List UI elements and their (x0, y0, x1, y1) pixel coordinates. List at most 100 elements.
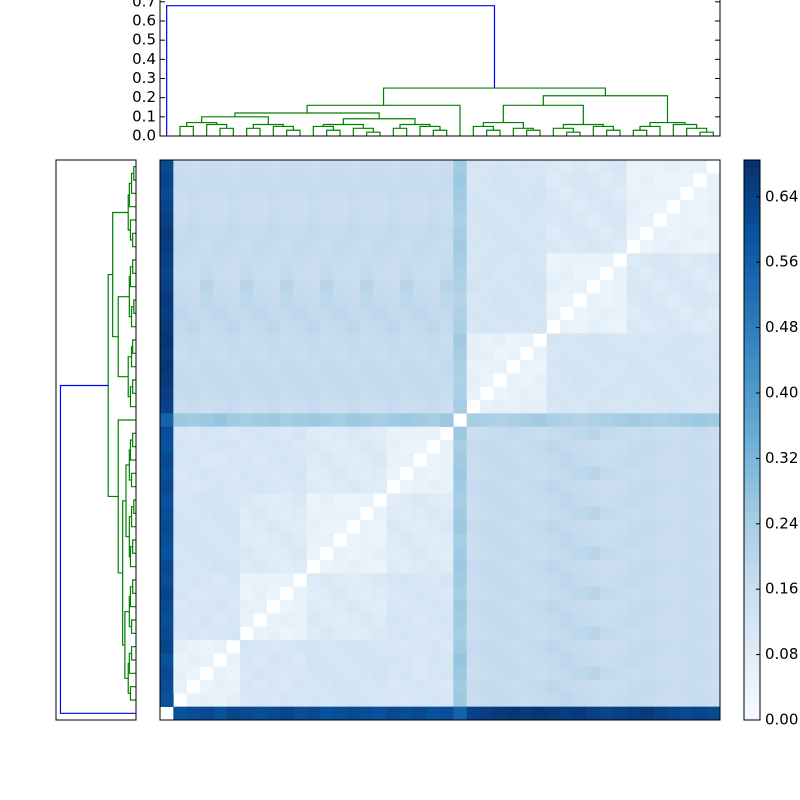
heatmap-cell (666, 333, 681, 347)
heatmap-cell (560, 653, 574, 667)
heatmap-cell (186, 213, 201, 227)
heatmap-cell (653, 520, 667, 534)
heatmap-cell (640, 426, 654, 441)
heatmap-cell (266, 386, 281, 401)
heatmap-cell (373, 640, 387, 654)
heatmap-cell (373, 360, 387, 374)
heatmap-cell (640, 653, 654, 667)
heatmap-cell (466, 333, 481, 347)
heatmap-cell (306, 653, 321, 667)
y-tick-label: 0.0 (132, 127, 156, 145)
heatmap-cell (666, 213, 681, 227)
heatmap-cell (653, 160, 667, 174)
dendrogram-link (112, 211, 129, 338)
heatmap-cell (440, 413, 454, 427)
heatmap-cell (466, 280, 481, 294)
heatmap-cell (533, 506, 547, 521)
heatmap-cell (213, 173, 227, 187)
heatmap-cell (186, 173, 201, 187)
heatmap-cell (386, 400, 401, 414)
heatmap-cell (680, 613, 694, 627)
colorbar-tick-label: 0.32 (765, 449, 798, 467)
heatmap-cell (520, 266, 534, 281)
heatmap-cell (493, 253, 507, 267)
heatmap-cell (253, 440, 267, 454)
heatmap-cell (400, 306, 414, 321)
heatmap-cell (693, 400, 707, 414)
heatmap-cell (506, 400, 521, 414)
heatmap-cell (653, 680, 667, 694)
heatmap-cell (426, 280, 441, 294)
heatmap-cell (680, 226, 694, 241)
heatmap-cell (333, 213, 347, 227)
heatmap-cell (400, 600, 414, 614)
heatmap-cell (426, 426, 441, 441)
heatmap-cell (240, 546, 254, 561)
heatmap-cell (706, 200, 721, 214)
heatmap-cell (266, 520, 281, 534)
heatmap-cell (386, 306, 401, 321)
heatmap-cell (266, 333, 281, 347)
heatmap-cell (520, 240, 534, 254)
heatmap-cell (506, 546, 521, 561)
heatmap-cell (546, 253, 561, 267)
heatmap-cell (600, 533, 614, 547)
heatmap-cell (253, 573, 267, 587)
heatmap-cell (693, 293, 707, 307)
dendrogram-link (133, 499, 136, 514)
heatmap-cell (346, 266, 361, 281)
heatmap-cell (333, 173, 347, 187)
heatmap-cell (573, 240, 587, 254)
heatmap-cell (346, 200, 361, 214)
heatmap-cell (600, 373, 614, 387)
heatmap-cell (640, 706, 654, 721)
heatmap-cell (293, 640, 307, 654)
heatmap-cell (266, 560, 281, 574)
heatmap-cell (520, 306, 534, 321)
heatmap-cell (413, 213, 427, 227)
heatmap-cell (600, 453, 614, 467)
heatmap-cell (293, 306, 307, 321)
heatmap-cell (360, 533, 374, 547)
heatmap-cell (666, 280, 681, 294)
heatmap-cell (186, 533, 201, 547)
heatmap-cell (693, 413, 707, 427)
heatmap-cell (653, 293, 667, 307)
heatmap-cell (640, 253, 654, 267)
heatmap-cell (440, 520, 454, 534)
heatmap-cell (253, 386, 267, 401)
heatmap-cell (626, 400, 641, 414)
heatmap-cell (680, 533, 694, 547)
heatmap-cell (573, 600, 587, 614)
heatmap-cell (666, 186, 681, 201)
heatmap-cell (266, 666, 281, 681)
heatmap-cell (160, 626, 174, 641)
heatmap-cell (266, 546, 281, 561)
axes-frame (55, 159, 137, 721)
heatmap-cell (466, 266, 481, 281)
heatmap-cell (160, 466, 174, 481)
heatmap-cell (506, 653, 521, 667)
heatmap-cell (213, 640, 227, 654)
heatmap-cell (693, 266, 707, 281)
heatmap-cell (573, 546, 587, 561)
heatmap-cell (360, 613, 374, 627)
heatmap-cell (280, 600, 294, 614)
heatmap-cell (480, 666, 494, 681)
heatmap-cell (240, 240, 254, 254)
heatmap-cell (613, 213, 627, 227)
heatmap-cell (253, 306, 267, 321)
heatmap-cell (440, 693, 454, 707)
heatmap-cell (253, 160, 267, 174)
heatmap-cell (400, 213, 414, 227)
heatmap-cell (160, 653, 174, 667)
heatmap-cell (186, 333, 201, 347)
heatmap-cell (493, 653, 507, 667)
heatmap-cell (480, 346, 494, 361)
heatmap-cell (360, 280, 374, 294)
heatmap-cell (226, 173, 241, 187)
heatmap-cell (413, 520, 427, 534)
heatmap-cell (266, 626, 281, 641)
heatmap-cell (293, 600, 307, 614)
heatmap-cell (306, 306, 321, 321)
